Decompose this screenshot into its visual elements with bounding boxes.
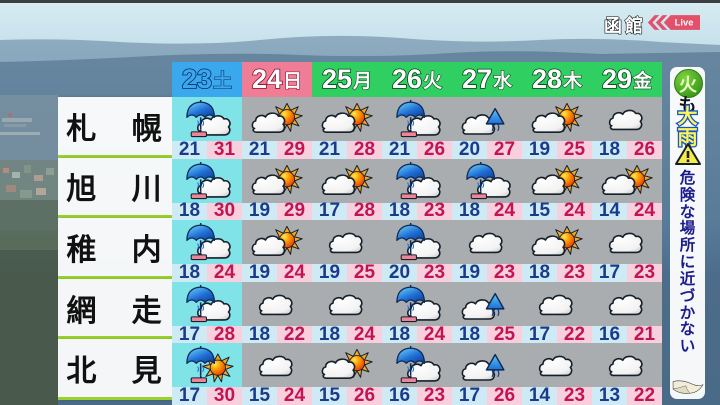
svg-text:Live: Live: [675, 17, 694, 28]
